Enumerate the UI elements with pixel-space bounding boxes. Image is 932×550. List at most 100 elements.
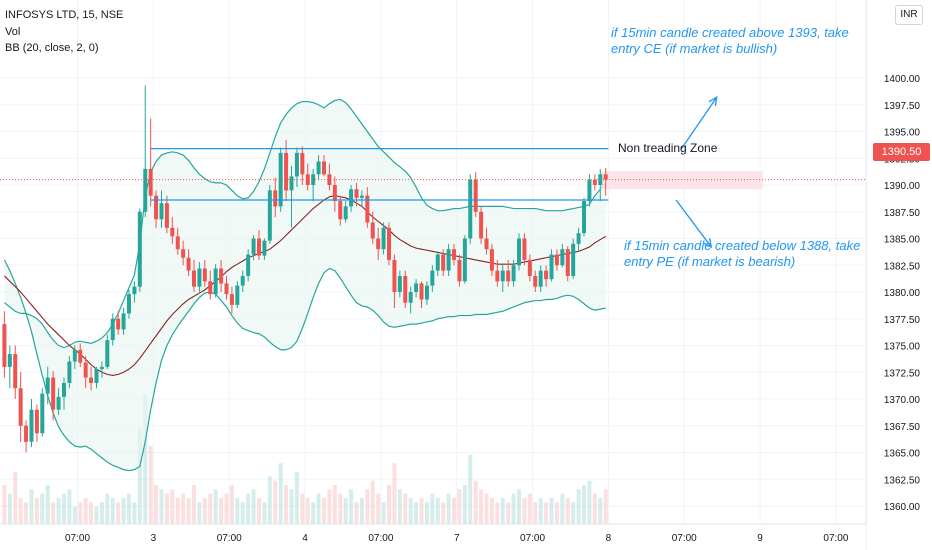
candle-body [419, 283, 424, 300]
time-tick-label: 07:00 [217, 533, 242, 544]
volume-bar [34, 498, 39, 524]
zone-rect [600, 171, 763, 190]
time-axis[interactable]: 07:00 3 07:00 4 07:00 7 07:00 8 07:00 9 07:00 [0, 523, 866, 550]
candle-body [511, 265, 516, 282]
candle-body [2, 324, 7, 367]
volume-bar [322, 498, 327, 524]
volume-bar [560, 493, 565, 524]
price-tick-label: 1387.50 [884, 208, 921, 219]
volume-bar [213, 489, 218, 524]
candle-body [370, 222, 375, 239]
candle-body [544, 270, 549, 280]
volume-bar [121, 498, 126, 524]
candle-body [392, 259, 397, 292]
candle-body [332, 185, 337, 202]
price-axis-bg [866, 0, 932, 550]
candle-body [110, 318, 115, 341]
volume-bar [365, 489, 370, 524]
candle-body [322, 161, 327, 175]
candle-body [576, 233, 581, 244]
time-tick-label: 07:00 [672, 533, 697, 544]
candle-body [213, 268, 218, 295]
candle-body [51, 377, 56, 410]
candle-body [571, 243, 576, 276]
volume-bar [359, 498, 364, 524]
volume-bar [105, 493, 110, 524]
time-axis-bg [0, 524, 866, 550]
bb-indicator-label[interactable]: BB (20, close, 2, 0) [5, 42, 99, 54]
candle-body [441, 254, 446, 271]
volume-bar [164, 493, 169, 524]
volume-bar [522, 498, 527, 524]
candle-body [565, 249, 570, 276]
candle-body [289, 176, 294, 191]
volume-bar [148, 446, 153, 524]
volume-bar [511, 493, 516, 524]
volume-layer [2, 394, 608, 524]
time-tick-label: 8 [606, 533, 612, 544]
candle-body [343, 206, 348, 220]
volume-bar [332, 485, 337, 524]
volume-bar [473, 480, 478, 524]
candle-body [359, 195, 364, 198]
bb-lower-line [3, 259, 606, 472]
candle-body [170, 227, 175, 237]
trend-arrow [675, 199, 712, 248]
candle-body [397, 275, 402, 292]
candle-body [181, 249, 186, 258]
volume-bar [343, 498, 348, 524]
volume-bar [300, 493, 305, 524]
volume-bar [571, 502, 576, 524]
volume-bar [13, 472, 18, 524]
candle-body [273, 190, 278, 207]
volume-bar [527, 493, 532, 524]
volume-bar [403, 493, 408, 524]
candle-body [148, 168, 153, 196]
drawings-layer[interactable] [150, 96, 718, 249]
candle-body [202, 268, 207, 282]
candle-body [354, 189, 359, 198]
volume-bar [354, 502, 359, 524]
candle-body [554, 254, 559, 266]
candle-body [278, 152, 283, 207]
vol-indicator-label[interactable]: Vol [5, 26, 21, 38]
candle-body [403, 275, 408, 303]
volume-bar [278, 463, 283, 524]
candle-body [262, 240, 267, 256]
candle-body [500, 270, 505, 282]
volume-bar [424, 502, 429, 524]
candle-body [479, 211, 484, 239]
price-tick-label: 1377.50 [884, 315, 921, 326]
volume-bar [18, 498, 23, 524]
volume-bar [565, 498, 570, 524]
volume-bar [414, 502, 419, 524]
candle-body [387, 227, 392, 260]
volume-bar [267, 476, 272, 524]
volume-bar [235, 498, 240, 524]
volume-bar [175, 498, 180, 524]
volume-bar [316, 493, 321, 524]
volume-bar [576, 489, 581, 524]
candle-body [40, 393, 45, 434]
symbol-title: INFOSYS LTD, 15, NSE [5, 9, 124, 21]
volume-bar [462, 485, 467, 524]
bearish-note: if 15min candle created below 1388, take… [624, 238, 860, 270]
candle-body [105, 340, 110, 367]
volume-bar [132, 502, 137, 524]
candle-body [267, 190, 272, 241]
candle-body [137, 211, 142, 287]
bearish-note-line2: entry PE (if market is bearish) [624, 254, 796, 269]
volume-bar [294, 472, 299, 524]
time-tick-label: 07:00 [368, 533, 393, 544]
volume-bar [186, 498, 191, 524]
volume-bar [582, 485, 587, 524]
volume-bar [202, 498, 207, 524]
price-axis[interactable]: 1360.00 1362.50 1365.00 1367.50 1370.00 1372.… [865, 0, 932, 550]
candle-body [186, 257, 191, 271]
currency-button[interactable]: INR [895, 5, 923, 25]
volume-bar [154, 485, 159, 524]
candle-body [78, 349, 83, 363]
volume-bar [327, 489, 332, 524]
volume-bar [381, 502, 386, 524]
